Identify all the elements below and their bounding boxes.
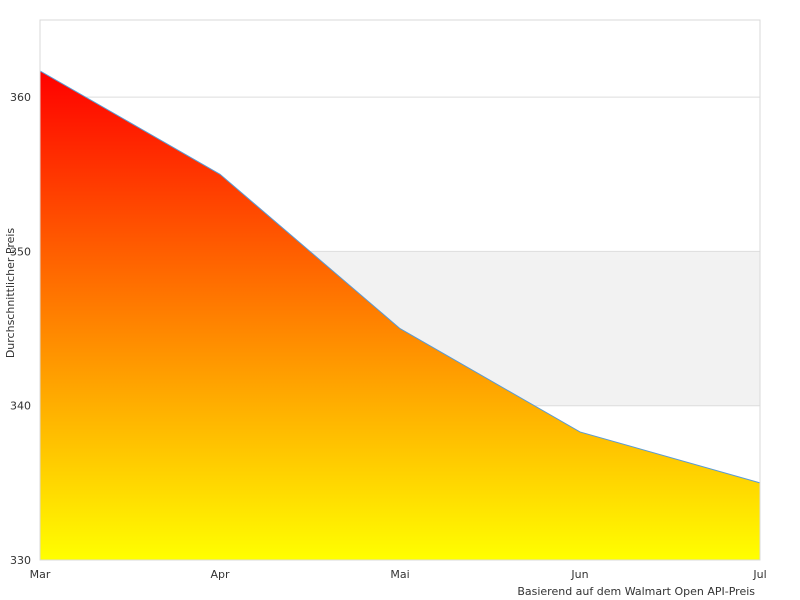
data-point[interactable] <box>578 430 582 434</box>
x-tick-label: Mar <box>30 568 51 581</box>
y-tick-label: 360 <box>10 91 31 104</box>
y-axis-label: Durchschnittlicher Preis <box>4 228 17 359</box>
area-fill <box>40 70 760 561</box>
series-line <box>39 70 761 484</box>
x-tick-label: Mai <box>390 568 409 581</box>
x-tick-label: Jul <box>752 568 766 581</box>
source-note: Basierend auf dem Walmart Open API-Preis <box>517 585 755 598</box>
y-tick-label: 350 <box>10 245 31 258</box>
x-tick-label: Jun <box>570 568 588 581</box>
y-tick-label: 330 <box>10 554 31 567</box>
plot-frame <box>39 19 761 561</box>
y-tick-label: 340 <box>10 400 31 413</box>
area-layer <box>39 70 761 561</box>
x-tick-labels: Mar Apr Mai Jun Jul <box>30 568 767 581</box>
x-tick-label: Apr <box>210 568 230 581</box>
data-point[interactable] <box>398 327 402 331</box>
data-point[interactable] <box>218 172 222 176</box>
y-tick-labels: 330 340 350 360 <box>10 91 31 567</box>
